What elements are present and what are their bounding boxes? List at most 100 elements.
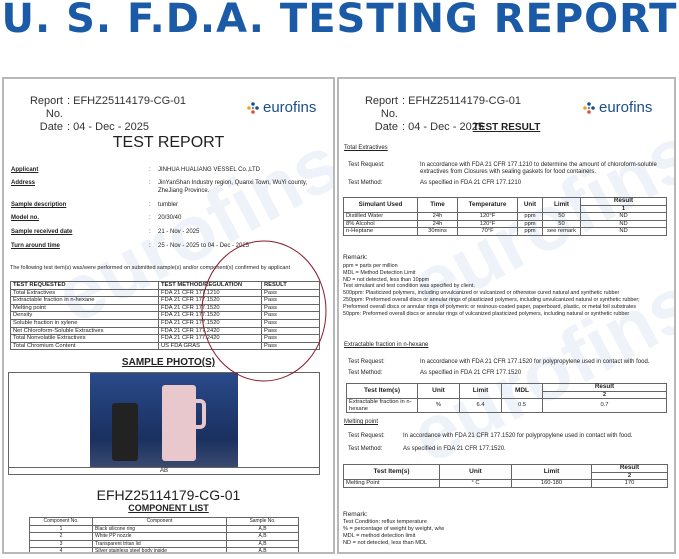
table-cell: Melting Point xyxy=(343,479,440,488)
sample-photo xyxy=(90,373,238,467)
test-request-text: In accordance with FDA 21 CFR 177.1520 f… xyxy=(403,433,633,439)
photo-caption: AB xyxy=(9,467,319,474)
table-row: 2 White PP nozzle A,B xyxy=(29,532,299,541)
column-header: MDL xyxy=(501,382,543,400)
table-cell: White PP nozzle xyxy=(92,532,227,541)
test-method-text: As specified in FDA 21 CFR 177.1520 xyxy=(420,370,522,376)
component-list-title: COMPONENT LIST xyxy=(128,503,209,513)
report-title: TEST REPORT xyxy=(112,134,225,151)
field-colon: : xyxy=(149,180,151,186)
table-cell: A,B xyxy=(226,547,299,552)
sample-photo-box: AB xyxy=(8,372,320,475)
table-cell: ppm xyxy=(517,227,543,236)
remark-title: Remark: xyxy=(343,511,368,518)
intro-text: The following test item(s) was/were perf… xyxy=(10,265,291,271)
report-no-label: Report No. xyxy=(364,95,398,120)
table-row: 1 Black silicone ring A,B xyxy=(29,524,299,534)
column-header: 1 xyxy=(580,204,667,214)
report-date: : 04 - Dec - 2025 xyxy=(67,121,149,133)
table-cell: ND xyxy=(580,219,667,229)
pink-tumbler xyxy=(162,385,196,461)
table-cell: ° C xyxy=(439,479,512,488)
table-cell: 50 xyxy=(542,219,581,229)
field-label: Applicant xyxy=(11,167,39,173)
column-header: Test Item(s) xyxy=(346,382,418,400)
remark-title: Remark: xyxy=(343,254,368,261)
table-cell: 2 xyxy=(29,532,93,541)
table-cell: % xyxy=(417,398,460,414)
field-colon: : xyxy=(149,243,151,249)
table-cell: 170 xyxy=(591,479,668,488)
column-header: Result xyxy=(542,383,667,392)
table-cell: 160-180 xyxy=(511,479,592,488)
eurofins-logo: eurofins xyxy=(582,99,652,116)
table-cell: 50 xyxy=(542,212,581,221)
test-request-label: Test Request: xyxy=(348,359,385,365)
report-header: Report No.: EFHZ25114179-CG-01 Date: 04 … xyxy=(10,95,186,134)
column-header: Simulant Used xyxy=(343,196,418,214)
remark-line: ND = not detected, less than 10ppm xyxy=(343,276,430,283)
table-cell: Net Chloroform-Soluble Extractives xyxy=(10,326,159,336)
table-cell: Total Extractives xyxy=(10,288,159,298)
field-value: 21 - Nov - 2025 xyxy=(158,229,200,235)
column-header: 2 xyxy=(591,471,668,481)
total-extractives-table: Simulant Used Time Temperature Unit Limit Res… xyxy=(343,196,667,236)
table-row: n-Heptane 30mins 70°F ppm see remark ND xyxy=(343,227,667,236)
column-header: Time xyxy=(417,196,458,214)
remark-line: 250ppm: Preformed overall discs or annul… xyxy=(343,296,640,310)
table-cell: 6.4 xyxy=(459,398,502,414)
field-label: Turn around time xyxy=(11,243,60,249)
eurofins-dots-icon xyxy=(247,101,259,114)
field-value: 20/30/40 xyxy=(158,215,182,221)
table-cell: 0.5 xyxy=(501,398,543,414)
table-cell: Extractable fraction in n-hexane xyxy=(10,296,159,305)
table-cell: 70°F xyxy=(457,227,518,236)
table-cell: Density xyxy=(10,311,159,320)
table-cell: ppm xyxy=(517,219,543,229)
table-row: 3 Transparent tritan lid A,B xyxy=(29,539,299,549)
eurofins-logo: eurofins xyxy=(246,99,316,116)
table-cell: 3 xyxy=(29,539,93,549)
report-date: : 04 - Dec - 2025 xyxy=(402,121,484,133)
table-cell: Pass xyxy=(261,341,320,351)
page-banner-title: U. S. F.D.A. TESTING REPORT xyxy=(1,0,678,42)
sample-photo-title: SAMPLE PHOTO(S) xyxy=(121,357,216,368)
column-header: Unit xyxy=(439,463,512,481)
remark-line: MDL = Method Detection Limit xyxy=(343,269,416,276)
column-header: Limit xyxy=(459,382,502,400)
field-value: JINHUA HUALIANG VESSEL Co.,LTD xyxy=(158,167,261,173)
column-header: Component No. xyxy=(29,517,93,526)
eurofins-logo-text: eurofins xyxy=(599,99,653,116)
table-cell: see remark xyxy=(542,227,581,236)
table-cell: Total Chromium Content xyxy=(10,341,159,351)
column-header: Component xyxy=(92,517,227,526)
red-circle-annotation xyxy=(201,240,327,382)
column-header: TEST REQUESTED xyxy=(10,281,159,290)
column-header: Test Item(s) xyxy=(343,463,440,481)
table-row: Test Item(s) Unit Limit Result xyxy=(343,463,668,481)
test-method-text: As specified in FDA 21 CFR 177.1210 xyxy=(420,180,522,186)
test-method-label: Test Method: xyxy=(348,180,383,186)
test-request-label: Test Request: xyxy=(348,433,385,439)
field-label: Sample received date xyxy=(11,229,73,235)
remark-line: % = percentage of weight by weight, w/w xyxy=(343,526,445,532)
column-header: Temperature xyxy=(457,196,518,214)
table-cell: 120°F xyxy=(457,212,518,221)
table-row: TEST REQUESTED TEST METHOD/REGULATION RESU… xyxy=(10,281,320,290)
table-cell: A,B xyxy=(226,539,299,549)
table-row: Melting Point ° C 160-180 170 xyxy=(343,479,668,488)
column-header: Unit xyxy=(417,382,460,400)
column-header: 2 xyxy=(542,390,667,400)
table-cell: 30mins xyxy=(417,227,458,236)
table-row: Distilled Water 24h 120°F ppm 50 ND xyxy=(343,212,667,221)
date-label: Date xyxy=(374,121,398,133)
eurofins-logo-text: eurofins xyxy=(263,99,317,116)
table-cell: 4 xyxy=(29,547,93,552)
remark-line: MDL = method detection limit xyxy=(343,533,416,539)
field-colon: : xyxy=(149,229,151,235)
table-cell: Total Nonvolatile Extractives xyxy=(10,334,159,343)
table-row: 8% Alcohol 24h 120°F ppm 50 ND xyxy=(343,219,667,229)
table-cell: 0.7 xyxy=(542,398,667,414)
table-cell: ppm xyxy=(517,212,543,221)
column-header: Result xyxy=(580,197,667,206)
